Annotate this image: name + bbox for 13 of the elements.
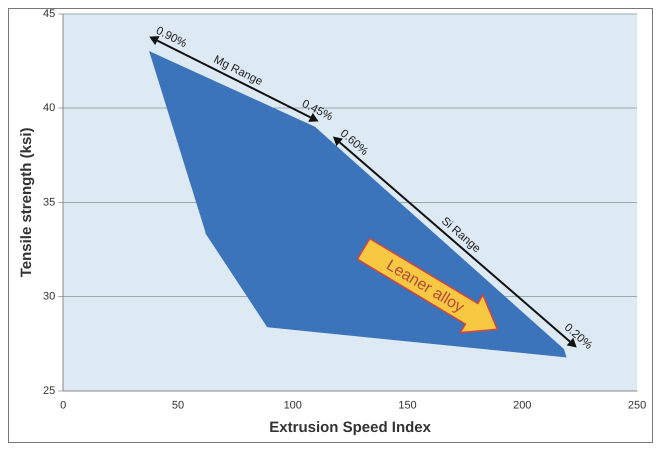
- y-tick-label: 30: [42, 290, 56, 303]
- x-tick-label: 150: [398, 399, 417, 412]
- y-tick-label: 40: [42, 102, 56, 114]
- y-axis-title: Tensile strength (ksi): [18, 128, 36, 278]
- x-tick-label: 0: [60, 399, 66, 412]
- x-tick-label: 100: [284, 399, 302, 412]
- x-axis-title: Extrusion Speed Index: [269, 419, 432, 436]
- x-tick-label: 50: [172, 399, 184, 412]
- y-tick-label: 25: [42, 384, 56, 397]
- y-tick-label: 35: [42, 196, 56, 208]
- x-tick-label: 200: [513, 399, 532, 412]
- y-tick-label: 45: [42, 8, 56, 20]
- x-tick-label: 250: [628, 399, 646, 412]
